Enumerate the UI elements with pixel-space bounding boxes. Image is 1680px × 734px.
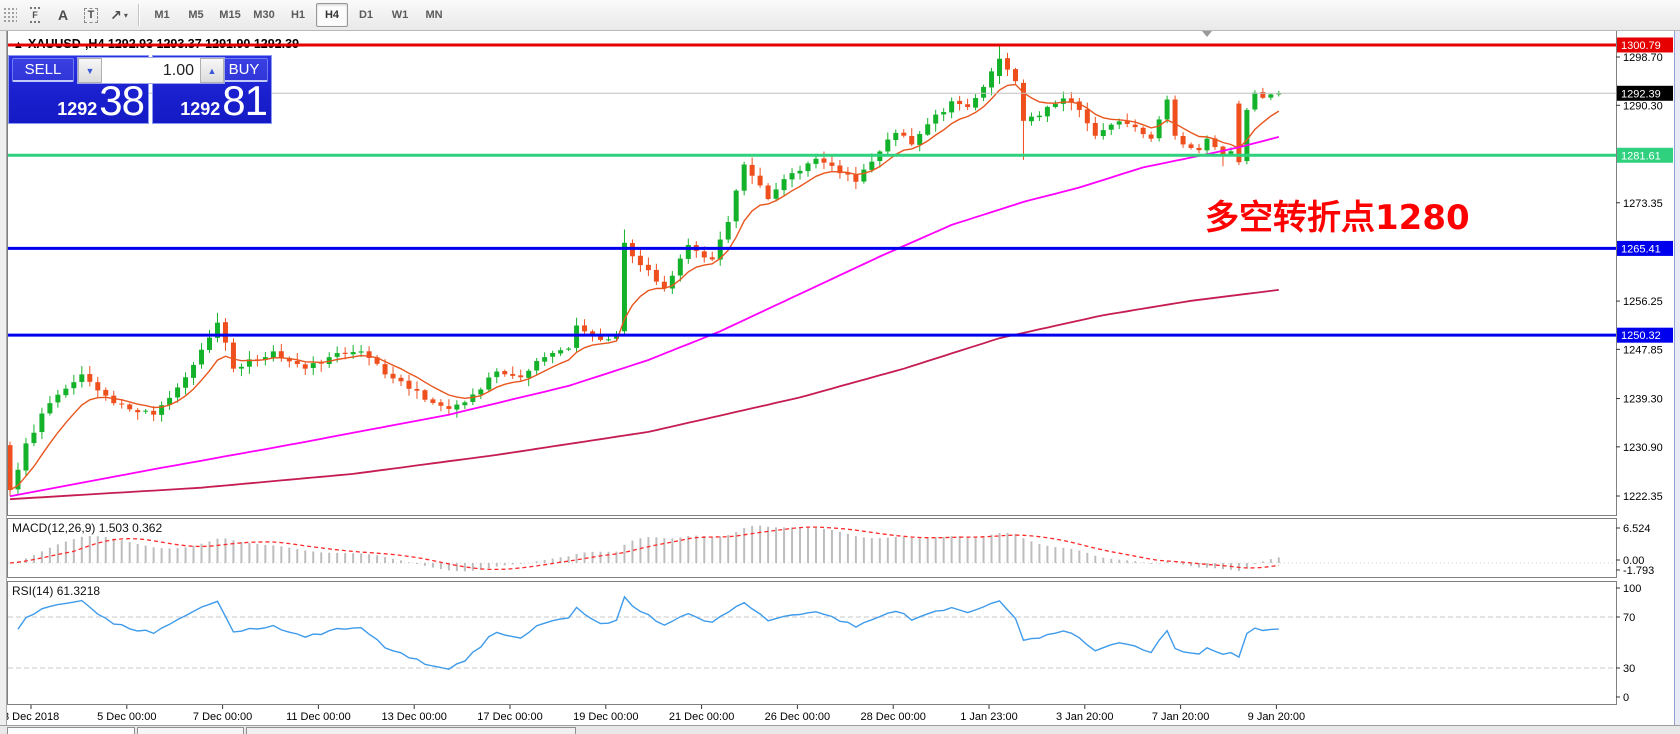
price-tick-label: 1256.25 [1623, 296, 1663, 308]
chart-annotation-text: 多空转折点1280 [1205, 198, 1470, 238]
rsi-axis-label: 70 [1623, 612, 1635, 624]
fast-ma-line [9, 83, 1280, 491]
volume-decrease-button[interactable]: ▼ [78, 58, 102, 83]
date-tick-label: 7 Dec 00:00 [193, 711, 252, 723]
date-tick-label: 21 Dec 00:00 [669, 711, 734, 723]
date-tick-label: 9 Jan 20:00 [1248, 711, 1306, 723]
date-tick-label: 28 Dec 00:00 [860, 711, 925, 723]
date-tick-label: 3 Jan 20:00 [1056, 711, 1114, 723]
level-price-label-bg [1617, 240, 1673, 256]
level-price-label: 1265.41 [1621, 243, 1661, 255]
bid-price-label-bg [1617, 85, 1673, 101]
macd-label: MACD(12,26,9) 1.503 0.362 [12, 521, 163, 535]
date-tick-label: 11 Dec 00:00 [286, 711, 351, 723]
chart-tab[interactable] [7, 727, 135, 734]
sell-price-big: 38 [99, 77, 145, 125]
volume-input[interactable] [102, 58, 200, 83]
volume-spinner: ▼ ▲ [77, 57, 225, 84]
price-tick-label: 1298.70 [1623, 52, 1663, 64]
macd-panel-border [7, 518, 1617, 578]
one-click-trading-panel: 1292 38 1292 81 SELL BUY ▼ ▲ [8, 55, 272, 124]
fibonacci-tool-icon[interactable]: F [22, 4, 48, 26]
slow-ma-line [9, 289, 1279, 501]
buy-price-small: 1292 [180, 98, 221, 119]
bid-price-label: 1292.39 [1621, 88, 1661, 100]
left-window-border [0, 30, 7, 734]
level-price-label-bg [1617, 37, 1673, 53]
right-window-border[interactable] [1674, 30, 1680, 734]
timeframe-button-mn[interactable]: MN [425, 9, 443, 21]
date-tick-label: 19 Dec 00:00 [573, 711, 638, 723]
rsi-axis-label: 100 [1623, 583, 1641, 595]
date-tick-label: 17 Dec 00:00 [477, 711, 542, 723]
level-price-label: 1300.79 [1621, 40, 1661, 52]
macd-signal-line [9, 526, 1279, 571]
price-tick-label: 1273.35 [1623, 198, 1663, 210]
date-tick-label: 5 Dec 00:00 [97, 711, 156, 723]
level-price-label: 1281.61 [1621, 150, 1661, 162]
chart-shift-marker-icon [1202, 31, 1212, 37]
price-tick-label: 1222.35 [1623, 491, 1663, 503]
text-label-tool-icon[interactable]: A [57, 7, 69, 23]
timeframe-button-m1[interactable]: M1 [154, 9, 170, 21]
sell-price-small: 1292 [57, 98, 98, 119]
chart-tab[interactable] [246, 727, 576, 734]
timeframe-button-m15[interactable]: M15 [219, 9, 241, 21]
date-tick-label: 3 Dec 2018 [3, 711, 59, 723]
timeframe-button-w1[interactable]: W1 [391, 9, 409, 21]
price-tick-label: 1230.90 [1623, 442, 1663, 454]
timeframe-button-h1[interactable]: H1 [290, 9, 306, 21]
sell-button[interactable]: SELL [12, 58, 74, 82]
buy-price-big: 81 [222, 77, 268, 125]
arrows-tool-icon[interactable]: ↗ ▾ [110, 6, 128, 23]
sell-price: 1292 38 [9, 77, 145, 125]
timeframe-button-h4[interactable]: H4 [316, 3, 348, 27]
level-price-label-bg [1617, 327, 1673, 343]
date-tick-label: 1 Jan 23:00 [960, 711, 1018, 723]
date-tick-label: 7 Jan 20:00 [1152, 711, 1210, 723]
macd-histogram [16, 525, 1280, 572]
price-tick-label: 1239.30 [1623, 394, 1663, 406]
toolbar-separator [138, 4, 140, 26]
price-tick-label: 1247.85 [1623, 344, 1663, 356]
macd-axis-label: -1.793 [1623, 565, 1654, 577]
timeframe-button-d1[interactable]: D1 [358, 9, 374, 21]
chart-tab[interactable] [137, 727, 244, 734]
buy-button[interactable]: BUY [220, 58, 268, 82]
macd-axis-label: 0.00 [1623, 555, 1644, 567]
rsi-axis-label: 30 [1623, 663, 1635, 675]
timeframe-button-m5[interactable]: M5 [188, 9, 204, 21]
volume-increase-button[interactable]: ▲ [200, 58, 224, 83]
chart-tab-bar [0, 725, 1680, 734]
level-price-label-bg [1617, 147, 1673, 163]
macd-axis-label: 6.524 [1623, 523, 1651, 535]
text-box-tool-icon[interactable]: T [78, 4, 104, 26]
rsi-panel-border [7, 581, 1617, 705]
rsi-value: 61.3218 [56, 584, 101, 598]
mid-ma-line [9, 136, 1280, 498]
timeframe-button-m30[interactable]: M30 [253, 9, 275, 21]
rsi-axis-label: 0 [1623, 692, 1629, 704]
toolbar: F A T ↗ ▾ M1 M5 M15 M30 H1 H4 D1 W1 MN [0, 0, 1680, 31]
chevron-down-icon: ▾ [123, 10, 128, 20]
rsi-line [17, 595, 1279, 670]
rsi-label: RSI(14) 61.3218 [12, 584, 101, 598]
date-tick-label: 26 Dec 00:00 [765, 711, 830, 723]
level-price-label: 1250.32 [1621, 330, 1661, 342]
timeframe-button-row: M1 M5 M15 M30 H1 H4 D1 W1 MN [145, 3, 451, 27]
buy-price: 1292 81 [153, 77, 268, 125]
toolbar-grip[interactable] [3, 7, 17, 23]
date-tick-label: 13 Dec 00:00 [381, 711, 446, 723]
macd-values: 1.503 0.362 [98, 521, 163, 535]
price-tick-label: 1290.30 [1623, 100, 1663, 112]
